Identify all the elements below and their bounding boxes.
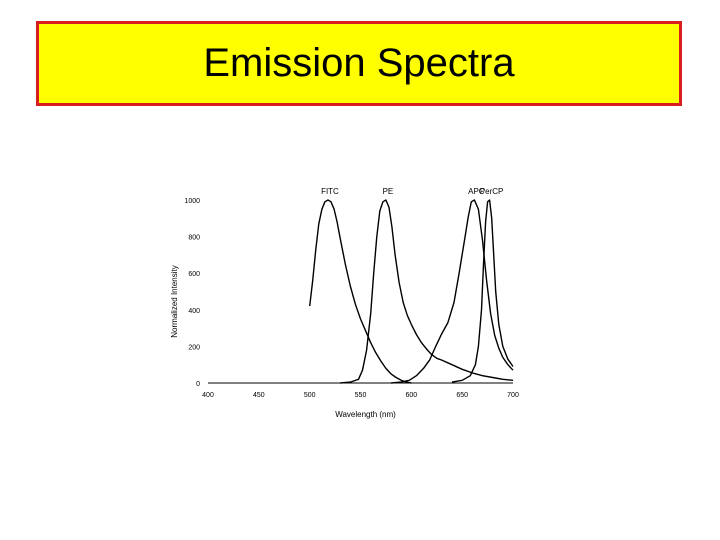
y-tick-label: 1000	[184, 198, 200, 205]
x-tick-label: 450	[253, 392, 265, 399]
series-line-apc	[390, 199, 514, 384]
y-tick-label: 200	[188, 344, 200, 351]
slide-title-box: Emission Spectra	[36, 21, 682, 106]
x-tick-label: 700	[507, 392, 519, 399]
y-axis-label: Normalized Intensity	[170, 265, 179, 337]
y-tick-label: 800	[188, 235, 200, 242]
y-tick-label: 600	[188, 271, 200, 278]
series-line-pe	[340, 199, 514, 384]
slide-title: Emission Spectra	[203, 41, 515, 85]
y-tick-label: 0	[196, 381, 200, 388]
x-tick-label: 500	[304, 392, 316, 399]
series-line-fitc	[309, 199, 412, 384]
x-axis-label: Wavelength (nm)	[335, 410, 396, 419]
series-label-percp: PerCP	[480, 187, 504, 196]
y-tick-label: 400	[188, 308, 200, 315]
series-label-apc: APC	[468, 187, 485, 196]
x-tick-label: 550	[355, 392, 367, 399]
x-tick-label: 600	[405, 392, 417, 399]
chart-series	[309, 199, 514, 384]
x-tick-label: 400	[202, 392, 214, 399]
series-line-percp	[451, 199, 514, 383]
chart-ticks: 400 450 500 550 600 650 700 0 200 400 600 800 1000	[184, 198, 519, 399]
x-tick-label: 650	[456, 392, 468, 399]
series-label-pe: PE	[383, 187, 394, 196]
series-label-fitc: FITC	[321, 187, 339, 196]
